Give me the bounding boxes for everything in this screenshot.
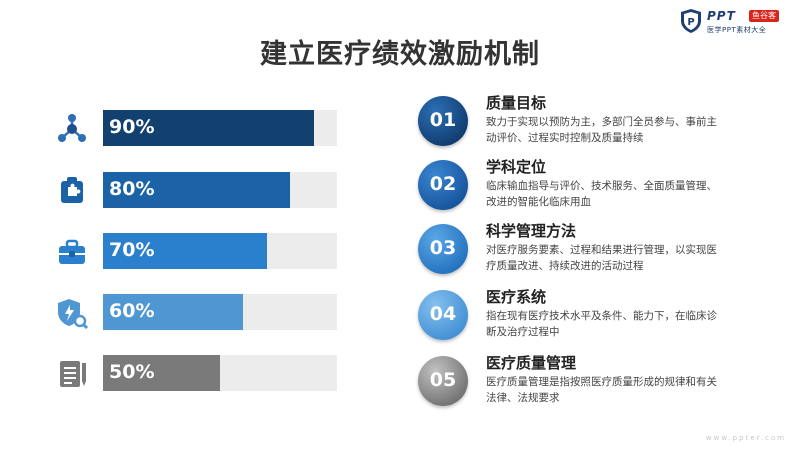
item-description: 致力于实现以预防为主，多部门全员参与、事前主动评价、过程实时控制及质量持续 bbox=[486, 116, 717, 144]
item-description: 医疗质量管理是指按照医疗质量形成的规律和有关法律、法规要求 bbox=[486, 376, 717, 404]
document-pen-icon bbox=[60, 361, 86, 387]
item-title: 质量目标 bbox=[486, 94, 547, 112]
number-badge: 01 bbox=[418, 96, 468, 146]
bar-row-5: 50% bbox=[56, 355, 346, 391]
item-title: 医疗系统 bbox=[486, 288, 547, 306]
bar-percent-label: 80% bbox=[109, 178, 155, 200]
item-title: 医疗质量管理 bbox=[486, 354, 577, 372]
number-badge: 04 bbox=[418, 290, 468, 340]
puzzle-icon bbox=[61, 177, 83, 203]
bar-row-2: 80% bbox=[56, 172, 346, 208]
bar-percent-label: 90% bbox=[109, 116, 155, 138]
item-title: 科学管理方法 bbox=[486, 222, 577, 240]
bar-row-3: 70% bbox=[56, 233, 346, 269]
item-description: 指在现有医疗技术水平及条件、能力下，在临床诊断及治疗过程中 bbox=[486, 310, 717, 338]
bar-percent-label: 50% bbox=[109, 361, 155, 383]
bar-fill: 90% bbox=[103, 110, 314, 146]
bar-track: 60% bbox=[103, 294, 337, 330]
list-item-5: 05 医疗质量管理 医疗质量管理是指按照医疗质量形成的规律和有关法律、法规要求 bbox=[418, 354, 758, 418]
number-label: 05 bbox=[429, 369, 457, 391]
bar-track: 90% bbox=[103, 110, 337, 146]
list-item-4: 04 医疗系统 指在现有医疗技术水平及条件、能力下，在临床诊断及治疗过程中 bbox=[418, 288, 758, 352]
bar-track: 70% bbox=[103, 233, 337, 269]
number-badge: 02 bbox=[418, 160, 468, 210]
shield-logo-icon: P bbox=[681, 9, 701, 33]
item-title: 学科定位 bbox=[486, 158, 547, 176]
logo-name: PPT bbox=[707, 9, 736, 23]
bar-fill: 80% bbox=[103, 172, 291, 208]
item-description: 对医疗服务要素、过程和结果进行管理，以实现医疗质量改进、持续改进的活动过程 bbox=[486, 244, 717, 272]
bar-fill: 70% bbox=[103, 233, 267, 269]
svg-text:P: P bbox=[687, 17, 694, 28]
number-badge: 03 bbox=[418, 224, 468, 274]
bar-row-1: 90% bbox=[56, 110, 346, 146]
bar-percent-label: 70% bbox=[109, 239, 155, 261]
briefcase-icon bbox=[59, 239, 85, 264]
page-title: 建立医疗绩效激励机制 bbox=[260, 39, 540, 70]
list-item-2: 02 学科定位 临床输血指导与评价、技术服务、全面质量管理、改进的智能化临床用血 bbox=[418, 158, 758, 222]
bar-track: 80% bbox=[103, 172, 337, 208]
watermark: www.ppter.com bbox=[705, 434, 786, 442]
logo-subtitle: 医学PPT素材大全 bbox=[707, 26, 767, 34]
shield-search-icon bbox=[58, 299, 88, 329]
bar-row-4: 60% bbox=[56, 294, 346, 330]
bar-fill: 60% bbox=[103, 294, 244, 330]
logo-tag: 鱼谷客 bbox=[749, 10, 779, 22]
bar-percent-label: 60% bbox=[109, 300, 155, 322]
number-label: 03 bbox=[429, 237, 457, 259]
bar-track: 50% bbox=[103, 355, 337, 391]
item-description: 临床输血指导与评价、技术服务、全面质量管理、改进的智能化临床用血 bbox=[486, 180, 717, 208]
number-badge: 05 bbox=[418, 356, 468, 406]
site-logo[interactable]: P PPT 鱼谷客 医学PPT素材大全 bbox=[679, 6, 794, 38]
network-icon bbox=[58, 114, 86, 142]
number-label: 02 bbox=[429, 173, 457, 195]
bar-fill: 50% bbox=[103, 355, 220, 391]
list-item-3: 03 科学管理方法 对医疗服务要素、过程和结果进行管理，以实现医疗质量改进、持续… bbox=[418, 222, 758, 286]
number-label: 01 bbox=[429, 109, 457, 131]
list-item-1: 01 质量目标 致力于实现以预防为主，多部门全员参与、事前主动评价、过程实时控制… bbox=[418, 94, 758, 158]
number-label: 04 bbox=[429, 303, 457, 325]
